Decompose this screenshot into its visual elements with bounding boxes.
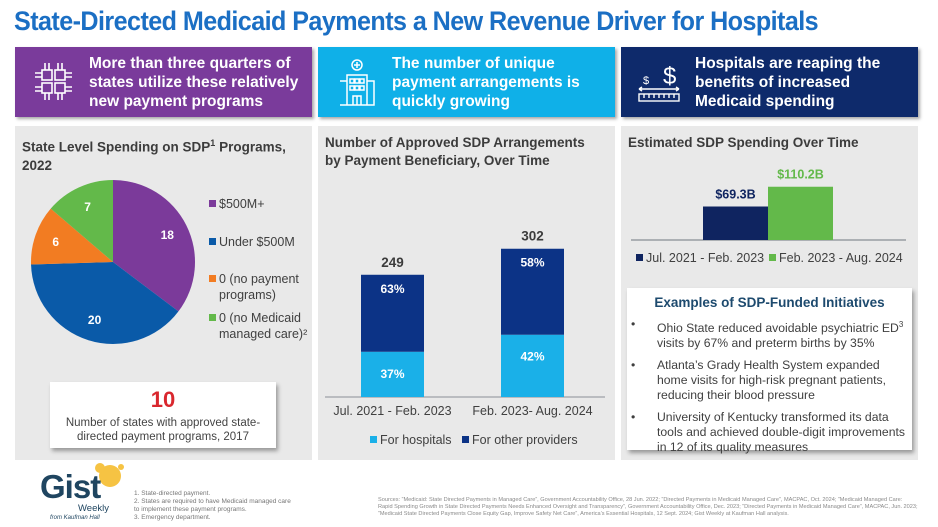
legend-label: Under $500M <box>219 235 295 249</box>
segment-label: 37% <box>380 367 404 381</box>
legend-label: Feb. 2023 - Aug. 2024 <box>779 251 903 265</box>
segment-label: 58% <box>520 256 544 270</box>
sources-text: Sources: “Medicaid: State Directed Payme… <box>378 497 918 517</box>
linked-hands-icon <box>35 63 72 100</box>
footnote-ref: 1 <box>210 138 216 148</box>
pie-slice-label: 20 <box>88 313 102 327</box>
pie-slice <box>31 208 113 265</box>
spending-value-label: $110.2B <box>777 168 824 182</box>
title-text: Programs, 2022 <box>22 139 286 173</box>
banner-text: The number of unique payment arrangement… <box>392 55 580 110</box>
segment-label: 42% <box>520 350 544 364</box>
legend-swatch <box>209 275 216 282</box>
footnotes: 1. State-directed payment. 2. States are… <box>134 490 294 522</box>
banner-states-utilize: More than three quarters of states utili… <box>15 47 312 117</box>
pie-slice <box>31 262 179 344</box>
examples-list: • Ohio State reduced avoidable psychiatri… <box>627 317 912 455</box>
legend-label: For hospitals <box>380 433 452 447</box>
title-text: State Level Spending on SDP <box>22 139 211 155</box>
bar-total-label: 302 <box>521 229 544 244</box>
logo-main: Gist <box>40 468 101 505</box>
panel-spending: Estimated SDP Spending Over Time $69.3B $… <box>621 126 918 460</box>
banner-hospitals-benefit: $ $ Hospitals are reaping the benefits o… <box>621 47 918 117</box>
bullet: • <box>631 317 636 331</box>
pie-slice <box>113 180 195 312</box>
legend-label: Jul. 2021 - Feb. 2023 <box>646 251 764 265</box>
spending-chart-title: Estimated SDP Spending Over Time <box>628 135 859 150</box>
category-label: Jul. 2021 - Feb. 2023 <box>333 404 451 418</box>
bar-segment <box>501 248 564 335</box>
legend-label: 0 (no Medicaid <box>219 311 301 325</box>
legend-swatch <box>370 436 377 443</box>
legend-item: $500M+ <box>209 196 265 212</box>
footnote-ref: 3 <box>898 320 904 329</box>
legend-swatch <box>462 436 469 443</box>
footnote: 3. Emergency department. <box>134 514 211 521</box>
dollar-growth-icon: $ $ <box>638 63 680 102</box>
bar-total-label: 249 <box>381 255 404 270</box>
banner-text: Hospitals are reaping the benefits of in… <box>695 55 881 110</box>
logo-sub: Weekly <box>78 503 109 514</box>
stat-value: 10 <box>150 387 176 412</box>
spending-value-label: $69.3B <box>715 188 755 202</box>
footnote: 1. State-directed payment. <box>134 490 211 497</box>
bar-chart-title: Number of Approved SDP Arrangements by P… <box>325 135 585 168</box>
legend-label: managed care)² <box>219 327 308 341</box>
pie-chart-title: State Level Spending on SDP1 Programs, 2… <box>22 134 302 175</box>
spending-bar <box>703 206 768 240</box>
legend-label: For other providers <box>472 433 578 447</box>
example-item: • Ohio State reduced avoidable psychiatri… <box>627 317 912 352</box>
logo-bubbles-icon <box>95 463 124 487</box>
bar-segment <box>501 334 564 397</box>
bar-segment <box>361 274 424 352</box>
legend-item: 0 (no Medicaid managed care)² <box>209 310 307 342</box>
pie-slice-label: 6 <box>52 235 59 249</box>
bullet: • <box>631 409 636 424</box>
svg-text:$: $ <box>643 75 649 87</box>
svg-text:$: $ <box>663 63 676 90</box>
logo-tagline: from Kaufman Hall <box>50 515 100 521</box>
legend-label: $500M+ <box>219 197 265 211</box>
example-text: Ohio State reduced avoidable psychiatric… <box>657 321 899 336</box>
legend-swatch <box>209 314 216 321</box>
footnote: 2. States are required to have Medicaid … <box>134 498 291 513</box>
pie-slice-label: 18 <box>161 228 175 242</box>
pie-slice <box>50 180 113 262</box>
page-title: State-Directed Medicaid Payments a New R… <box>14 6 819 36</box>
legend-swatch <box>769 254 776 261</box>
gist-logo: Gist Weekly from Kaufman Hall <box>38 462 133 524</box>
category-label: Feb. 2023- Aug. 2024 <box>472 404 592 418</box>
banner-text: More than three quarters of states utili… <box>89 55 299 110</box>
segment-label: 63% <box>380 282 404 296</box>
stat-caption: Number of states with approved state-dir… <box>65 417 261 443</box>
legend-label: programs) <box>219 288 276 302</box>
legend-item: Under $500M <box>209 234 295 250</box>
bar-segment <box>361 351 424 397</box>
examples-card: Examples of SDP-Funded Initiatives • Ohio… <box>627 288 912 454</box>
example-item: • University of Kentucky transformed its … <box>627 410 912 456</box>
example-text: visits by 67% and preterm births by 35% <box>657 336 875 351</box>
legend-swatch <box>636 254 643 261</box>
pie-chart: 18 20 6 7 <box>31 180 195 344</box>
example-text: Atlanta’s Grady Health System expanded h… <box>657 357 886 403</box>
panel-arrangements: Number of Approved SDP Arrangements by P… <box>318 126 615 460</box>
example-text: University of Kentucky transformed its d… <box>657 409 905 455</box>
panel-state-spending: State Level Spending on SDP1 Programs, 2… <box>15 126 312 460</box>
legend-swatch <box>209 238 216 245</box>
example-item: • Atlanta’s Grady Health System expanded … <box>627 358 912 404</box>
banner-arrangements-growing: The number of unique payment arrangement… <box>318 47 615 117</box>
bullet: • <box>631 357 636 372</box>
pie-slice-label: 7 <box>84 200 91 214</box>
spending-bar <box>768 186 833 240</box>
legend-item: 0 (no payment programs) <box>209 271 299 303</box>
legend-label: 0 (no payment <box>219 272 299 286</box>
legend-swatch <box>209 200 216 207</box>
stacked-bar-chart: 37% 63% 249 Jul. 2021 - Feb. 2023 42% 58% 302 F… <box>325 229 605 447</box>
stat-card: 10 Number of states with approved state-… <box>50 382 276 448</box>
hospital-icon <box>340 59 375 106</box>
spending-bar-chart: $69.3B $110.2B Jul. 2021 - Feb. 2023 Feb. 2… <box>631 168 906 265</box>
examples-heading: Examples of SDP-Funded Initiatives <box>654 295 885 310</box>
